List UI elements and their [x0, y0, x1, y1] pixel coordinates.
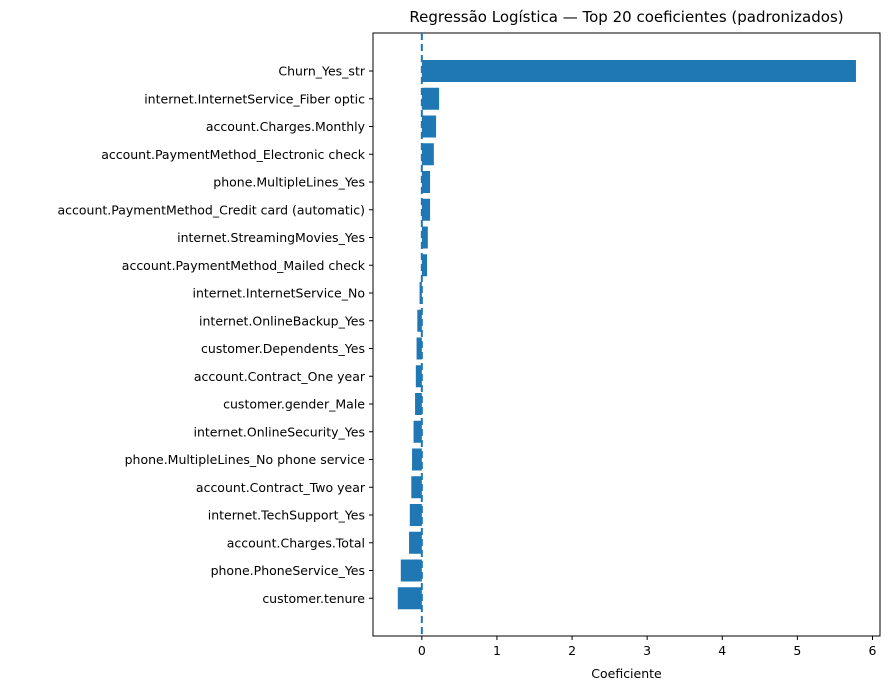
x-tick-label: 6 [869, 643, 877, 658]
y-tick-label: internet.OnlineSecurity_Yes [194, 424, 365, 439]
bar-5 [421, 171, 431, 193]
y-tick-label: phone.PhoneService_Yes [211, 563, 365, 578]
x-tick-label: 0 [418, 643, 426, 658]
bar-10 [417, 309, 422, 332]
x-axis-label: Coeficiente [591, 666, 662, 681]
bar-19 [400, 559, 422, 582]
bar-8 [421, 254, 428, 277]
bar-9 [419, 282, 422, 304]
y-tick-label: account.Charges.Total [227, 535, 365, 550]
y-tick-label: internet.OnlineBackup_Yes [199, 313, 365, 328]
y-tick-label: phone.MultipleLines_Yes [213, 175, 365, 190]
plot-area-frame [372, 32, 881, 637]
y-tick-label: account.PaymentMethod_Credit card (autom… [57, 202, 365, 217]
y-tick-label: account.Contract_Two year [196, 480, 366, 495]
bar-12 [415, 365, 422, 388]
y-tick-label: customer.tenure [262, 591, 365, 606]
x-tick-label: 3 [643, 643, 651, 658]
y-tick-label: phone.MultipleLines_No phone service [125, 452, 366, 467]
bar-3 [421, 115, 437, 138]
chart-title: Regressão Logística — Top 20 coeficiente… [409, 8, 843, 26]
bar-11 [416, 337, 422, 360]
y-tick-label: customer.gender_Male [223, 397, 365, 412]
bar-4 [421, 143, 434, 166]
x-axis: 0 1 2 3 4 5 6 [418, 636, 877, 658]
y-tick-label: customer.Dependents_Yes [201, 341, 365, 356]
x-tick-label: 1 [493, 643, 501, 658]
y-tick-label: internet.InternetService_No [193, 286, 365, 301]
y-tick-label: account.Charges.Monthly [206, 119, 366, 134]
x-tick-label: 5 [793, 643, 801, 658]
bar-17 [409, 504, 422, 526]
bar-18 [409, 531, 422, 554]
y-tick-label: internet.StreamingMovies_Yes [177, 230, 365, 245]
x-tick-label: 2 [568, 643, 576, 658]
bar-13 [415, 393, 422, 415]
bar-16 [411, 476, 422, 499]
x-tick-label: 4 [718, 643, 726, 658]
bar-2 [421, 87, 440, 110]
bar-7 [421, 226, 428, 249]
bar-20 [397, 587, 422, 610]
bar-1 [421, 60, 856, 82]
y-tick-label: account.PaymentMethod_Electronic check [101, 147, 366, 162]
y-tick-label: Churn_Yes_str [278, 64, 366, 79]
bar-15 [412, 448, 422, 471]
bar-14 [413, 420, 422, 443]
y-axis: Churn_Yes_str internet.InternetService_Fi… [57, 64, 373, 606]
y-tick-label: account.Contract_One year [194, 369, 366, 384]
y-tick-label: internet.InternetService_Fiber optic [144, 91, 365, 106]
y-tick-label: account.PaymentMethod_Mailed check [122, 258, 366, 273]
bar-6 [421, 198, 431, 221]
y-tick-label: internet.TechSupport_Yes [208, 508, 365, 523]
bars-group [397, 60, 856, 610]
